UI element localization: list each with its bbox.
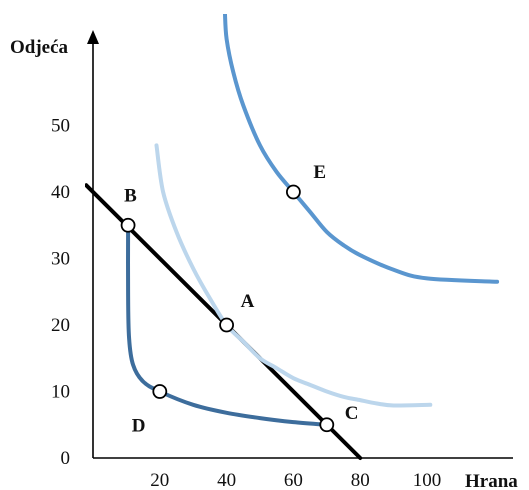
point-label-d: D xyxy=(132,416,146,437)
x-tick-label: 100 xyxy=(413,470,442,490)
indifference-curve-2 xyxy=(222,14,500,284)
point-marker-d xyxy=(152,384,168,399)
point-label-e: E xyxy=(313,162,326,183)
plot-series xyxy=(85,14,500,460)
point-marker-e xyxy=(285,184,301,200)
point-label-c: C xyxy=(345,403,359,424)
y-axis-arrow xyxy=(87,30,99,44)
x-tick-label: 80 xyxy=(351,470,370,490)
indifference-curve-1 xyxy=(154,143,433,408)
labeled-points: A B C D E xyxy=(120,162,359,437)
y-tick-label: 20 xyxy=(51,315,70,336)
point-marker-b xyxy=(120,217,136,233)
point-marker-a xyxy=(219,317,235,333)
y-axis-title: Odjeća xyxy=(10,37,69,58)
x-axis-title: Hrana xyxy=(465,471,518,490)
x-tick-label: 60 xyxy=(284,470,303,490)
point-label-b: B xyxy=(124,185,137,206)
x-tick-label: 40 xyxy=(217,470,236,490)
y-tick-label: 30 xyxy=(51,249,70,270)
y-tick-label: 40 xyxy=(51,182,70,203)
y-tick-label: 50 xyxy=(51,116,70,137)
x-tick-label: 20 xyxy=(150,470,169,490)
tick-labels: 0 10 20 30 40 50 20 40 60 80 100 xyxy=(51,116,441,490)
y-tick-label: 0 xyxy=(61,448,71,469)
point-label-a: A xyxy=(241,291,255,312)
point-marker-c xyxy=(319,417,335,433)
y-tick-label: 10 xyxy=(51,382,70,403)
